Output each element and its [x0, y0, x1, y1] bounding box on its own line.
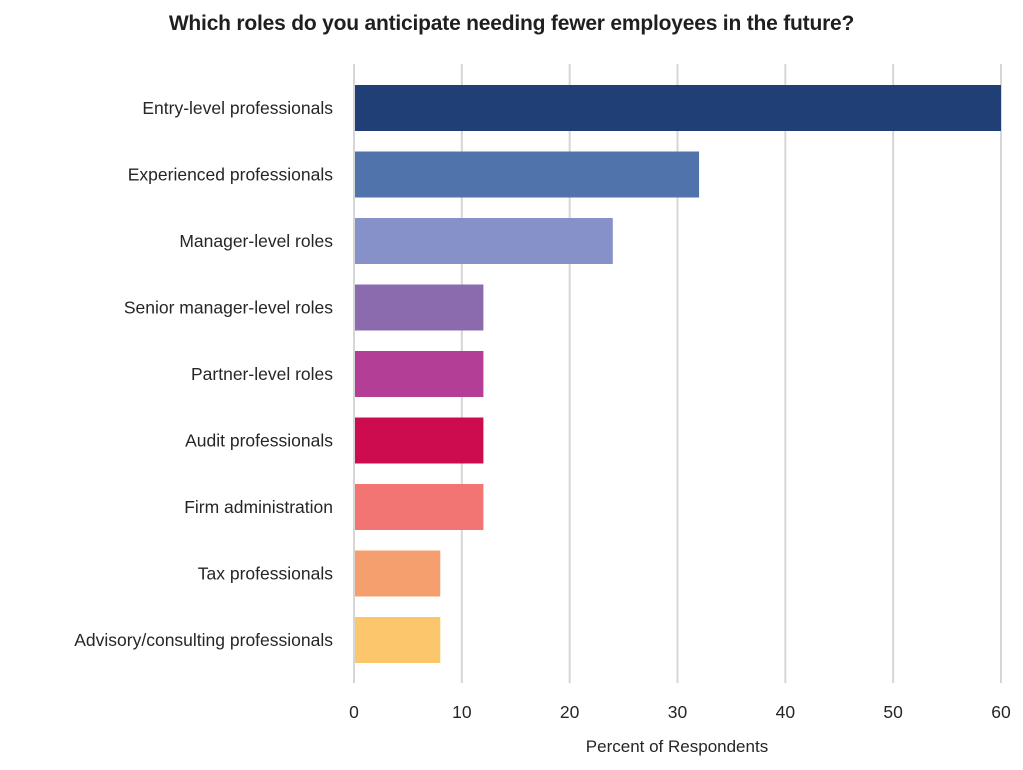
- x-tick-labels: 0 10 20 30 40 50 60: [349, 702, 1011, 722]
- bar: [355, 351, 484, 397]
- category-label: Manager-level roles: [179, 231, 333, 251]
- bars: [355, 85, 1001, 663]
- category-label: Advisory/consulting professionals: [74, 630, 333, 650]
- category-label: Entry-level professionals: [142, 98, 333, 118]
- category-label: Experienced professionals: [128, 165, 334, 185]
- x-tick-label: 0: [349, 702, 359, 722]
- x-tick-label: 10: [452, 702, 472, 722]
- chart-title: Which roles do you anticipate needing fe…: [168, 12, 855, 35]
- x-tick-label: 30: [668, 702, 688, 722]
- x-tick-label: 50: [883, 702, 903, 722]
- category-label: Audit professionals: [185, 431, 333, 451]
- bar: [355, 151, 700, 198]
- bar: [355, 617, 441, 663]
- category-label: Partner-level roles: [191, 364, 333, 384]
- bar: [355, 550, 441, 597]
- bar: [355, 284, 484, 331]
- x-tick-label: 40: [776, 702, 796, 722]
- bar: [355, 484, 484, 530]
- category-labels: Entry-level professionals Experienced pro…: [74, 98, 333, 650]
- category-label: Firm administration: [184, 497, 333, 517]
- x-tick-label: 60: [991, 702, 1011, 722]
- bar: [355, 85, 1001, 131]
- x-axis-title: Percent of Respondents: [586, 737, 768, 756]
- category-label: Tax professionals: [198, 564, 333, 584]
- bar: [355, 218, 613, 264]
- bar: [355, 417, 484, 464]
- category-label: Senior manager-level roles: [124, 298, 333, 318]
- x-tick-label: 20: [560, 702, 580, 722]
